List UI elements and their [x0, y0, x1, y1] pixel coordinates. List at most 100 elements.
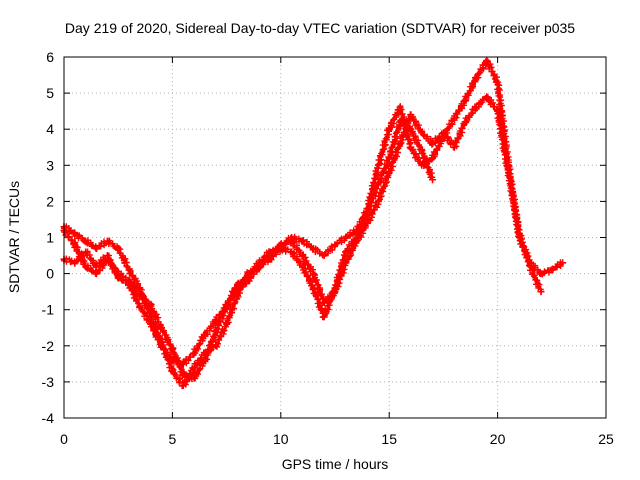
- data-point: [298, 262, 306, 270]
- data-point: [288, 237, 296, 245]
- data-point: [125, 277, 133, 285]
- data-point: [515, 230, 523, 238]
- y-tick-label: 6: [46, 49, 54, 65]
- series-1-trace: [61, 58, 564, 390]
- data-point: [309, 284, 317, 292]
- y-tick-label: 1: [46, 230, 54, 246]
- data-point: [71, 230, 79, 238]
- data-point: [559, 259, 567, 267]
- data-series: [60, 57, 567, 390]
- data-point: [201, 331, 209, 339]
- data-point: [158, 342, 166, 350]
- data-point: [407, 143, 415, 151]
- x-tick-label: 0: [60, 431, 68, 447]
- y-tick-label: 3: [46, 157, 54, 173]
- data-point: [179, 360, 187, 368]
- data-point: [93, 270, 101, 278]
- data-point: [190, 363, 198, 371]
- y-tick-label: -1: [42, 302, 55, 318]
- data-point: [374, 197, 382, 205]
- data-point: [374, 161, 382, 169]
- data-point: [288, 248, 296, 256]
- x-tick-label: 20: [490, 431, 506, 447]
- data-point: [396, 104, 404, 112]
- data-point: [472, 104, 480, 112]
- data-point: [244, 273, 252, 281]
- data-point: [483, 57, 491, 65]
- data-point: [298, 252, 306, 260]
- chart-title: Day 219 of 2020, Sidereal Day-to-day VTE…: [64, 20, 576, 36]
- y-tick-label: 4: [46, 121, 54, 137]
- data-point: [179, 382, 187, 390]
- data-point: [407, 111, 415, 119]
- data-point: [82, 237, 90, 245]
- data-point: [71, 259, 79, 267]
- x-tick-label: 25: [598, 431, 614, 447]
- data-point: [277, 244, 285, 252]
- data-point: [429, 176, 437, 184]
- data-point: [483, 93, 491, 101]
- y-tick-label: 2: [46, 193, 54, 209]
- data-point: [396, 118, 404, 126]
- data-point: [147, 320, 155, 328]
- data-point: [385, 154, 393, 162]
- data-point: [125, 266, 133, 274]
- data-point: [266, 248, 274, 256]
- data-point: [93, 244, 101, 252]
- data-point: [114, 270, 122, 278]
- y-tick-label: -2: [42, 338, 55, 354]
- data-point: [342, 234, 350, 241]
- data-point: [439, 129, 447, 137]
- data-point: [320, 252, 328, 260]
- x-tick-label: 15: [381, 431, 397, 447]
- data-point: [168, 367, 176, 375]
- data-point: [201, 356, 209, 364]
- data-point: [429, 154, 437, 162]
- data-point: [418, 161, 426, 169]
- data-point: [331, 241, 339, 249]
- data-point: [353, 234, 361, 241]
- data-point: [136, 302, 144, 310]
- data-point: [136, 291, 144, 299]
- x-axis-label: GPS time / hours: [281, 456, 389, 472]
- data-point: [374, 179, 382, 187]
- data-point: [223, 302, 231, 310]
- data-point: [190, 349, 198, 357]
- data-point: [179, 371, 187, 379]
- series-2: [60, 93, 545, 368]
- data-point: [190, 374, 198, 382]
- y-tick-label: -4: [42, 410, 55, 426]
- data-point: [548, 266, 556, 274]
- data-point: [450, 114, 458, 122]
- grid-lines: [64, 57, 606, 418]
- data-point: [71, 241, 79, 249]
- data-point: [407, 125, 415, 133]
- data-point: [255, 259, 263, 267]
- data-point: [82, 262, 90, 270]
- x-tick-label: 10: [273, 431, 289, 447]
- data-point: [82, 248, 90, 256]
- data-point: [114, 244, 122, 252]
- data-point: [418, 147, 426, 155]
- data-point: [429, 140, 437, 148]
- data-point: [223, 320, 231, 328]
- plot-frame: [63, 56, 607, 419]
- data-point: [472, 75, 480, 83]
- y-tick-label: 0: [46, 266, 54, 282]
- data-point: [320, 313, 328, 321]
- data-point: [494, 78, 502, 86]
- data-point: [526, 262, 534, 270]
- data-point: [418, 129, 426, 137]
- data-point: [342, 248, 350, 256]
- y-tick-label: -3: [42, 374, 55, 390]
- data-point: [233, 280, 241, 288]
- data-point: [103, 255, 111, 263]
- data-point: [537, 288, 545, 296]
- x-tick-label: 5: [169, 431, 177, 447]
- data-point: [461, 118, 469, 126]
- data-point: [504, 169, 512, 177]
- data-point: [309, 270, 317, 278]
- data-point: [385, 169, 393, 177]
- data-point: [298, 237, 306, 245]
